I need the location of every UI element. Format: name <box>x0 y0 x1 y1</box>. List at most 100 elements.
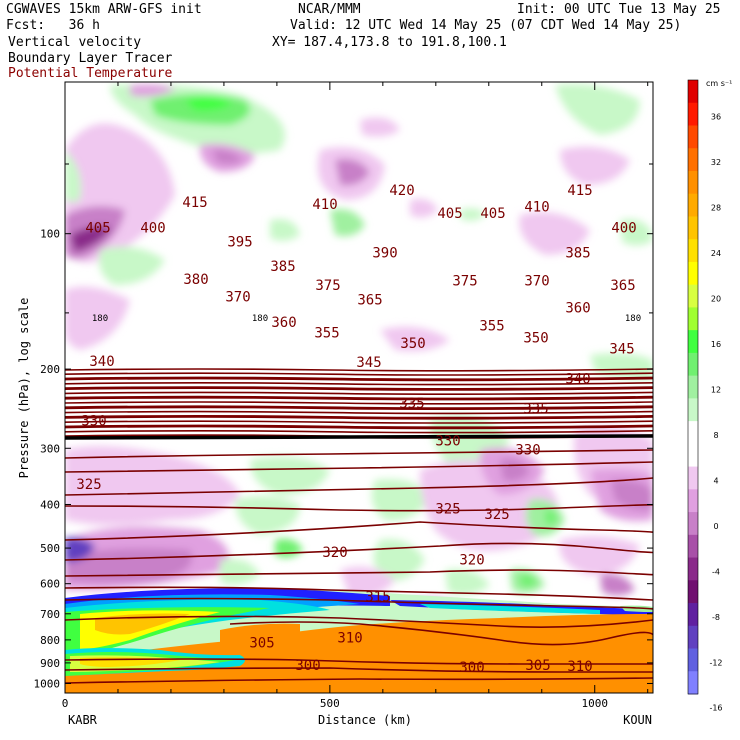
theta-contour <box>65 386 653 390</box>
colorbar-label: -12 <box>709 658 722 667</box>
colorbar-cell <box>688 375 698 399</box>
theta-label: 325 <box>435 501 460 517</box>
colorbar-cell <box>688 671 698 695</box>
theta-contour <box>65 410 653 415</box>
forecast-hour: Fcst: 36 h <box>6 18 100 33</box>
potential-temperature-contours <box>65 368 653 684</box>
theta-label: 300 <box>295 658 320 674</box>
model-title: CGWAVES 15km ARW-GFS init <box>6 2 202 17</box>
colorbar-cell <box>688 216 698 240</box>
theta-label: 405 <box>480 206 505 222</box>
field-boundary-layer-tracer: Boundary Layer Tracer <box>8 51 173 66</box>
theta-label: 370 <box>524 273 549 289</box>
x-tick-label: 0 <box>62 697 69 710</box>
y-tick-label: 700 <box>40 608 60 621</box>
theta-label: 305 <box>525 658 550 674</box>
theta-contour <box>65 401 653 405</box>
y-tick-label: 200 <box>40 363 60 376</box>
theta-contour <box>65 391 653 395</box>
colorbar-cell <box>688 261 698 286</box>
theta-label: 420 <box>389 183 414 199</box>
theta-contour <box>65 387 653 391</box>
theta-label: 335 <box>523 402 548 418</box>
theta-contour <box>65 395 653 400</box>
y-tick-label: 300 <box>40 442 60 455</box>
theta-contour <box>229 621 653 646</box>
y-tick-label: 100 <box>40 228 60 241</box>
theta-label: 375 <box>452 273 477 289</box>
theta-contour <box>65 597 653 610</box>
colorbar-cell <box>688 398 698 422</box>
colorbar-unit: cm s⁻¹ <box>706 79 732 88</box>
theta-label: 405 <box>85 221 110 237</box>
theta-label: 355 <box>314 326 339 342</box>
colorbar-label: 20 <box>711 294 721 303</box>
theta-label: 415 <box>182 195 207 211</box>
theta-label: 360 <box>565 301 590 317</box>
theta-label: 320 <box>322 545 347 561</box>
theta-contour <box>65 377 653 382</box>
tracer-contour <box>65 434 653 440</box>
colorbar-cell <box>688 421 698 445</box>
theta-label: 340 <box>89 354 114 370</box>
colorbar-cell <box>688 307 698 331</box>
colorbar-cell <box>688 534 698 559</box>
theta-contour <box>65 449 653 459</box>
end-station-label: KOUN <box>623 713 652 727</box>
x-axis-label: Distance (km) <box>318 713 412 727</box>
theta-contour <box>65 376 653 380</box>
colorbar-cell <box>688 284 698 308</box>
theta-label: 350 <box>400 336 425 352</box>
theta-label: 400 <box>611 221 636 237</box>
theta-contour <box>65 416 653 420</box>
theta-contour <box>65 368 653 372</box>
colorbar-label: -8 <box>712 613 720 622</box>
colorbar-cell <box>688 443 698 468</box>
theta-label: 415 <box>567 183 592 199</box>
theta-label: 305 <box>249 635 274 651</box>
theta-contour <box>65 424 653 428</box>
theta-contour <box>65 415 653 419</box>
theta-contour <box>65 430 653 434</box>
colorbar-cell <box>688 239 698 263</box>
colorbar-cell <box>688 125 698 149</box>
colorbar-label: 0 <box>713 522 718 531</box>
theta-label: 380 <box>183 272 208 288</box>
y-axis-label: Pressure (hPa), log scale <box>17 298 31 479</box>
y-tick-label: 400 <box>40 498 60 511</box>
colorbar-frame <box>687 79 699 695</box>
theta-label: 315 <box>365 589 390 605</box>
theta-contour <box>65 586 653 601</box>
theta-label: 325 <box>76 477 101 493</box>
contour-labels: 415 410 420 415 405 400 395 405 405 410 400 390 385 3… <box>76 183 641 676</box>
cross-section-endpoints: XY= 187.4,173.8 to 191.8,100.1 <box>272 35 507 50</box>
theta-label: 385 <box>270 259 295 275</box>
theta-label: 375 <box>315 278 340 294</box>
tracer-label: 180 <box>252 314 268 324</box>
theta-label: 335 <box>399 396 424 412</box>
theta-contour <box>65 382 653 386</box>
colorbar-cell <box>688 603 698 627</box>
theta-label: 300 <box>459 660 484 676</box>
theta-contour <box>65 397 653 401</box>
colorbar-label: 24 <box>711 249 721 258</box>
theta-contour <box>65 405 653 409</box>
valid-time: Valid: 12 UTC Wed 14 May 25 (07 CDT Wed … <box>290 18 682 33</box>
theta-contour <box>65 677 653 684</box>
start-station-label: KABR <box>68 713 98 727</box>
theta-label: 330 <box>515 443 540 459</box>
colorbar-cell <box>688 352 698 377</box>
theta-label: 310 <box>567 659 592 675</box>
plot-frame <box>64 81 654 694</box>
colorbar-cell <box>688 466 698 490</box>
colorbar-cell <box>688 648 698 672</box>
colorbar-cell <box>688 557 698 581</box>
y-tick-label: 600 <box>40 578 60 591</box>
theta-label: 345 <box>609 342 634 358</box>
theta-label: 340 <box>565 372 590 388</box>
colorbar-label: 32 <box>711 158 721 167</box>
colorbar-label: 36 <box>711 112 721 121</box>
y-tick-label: 800 <box>40 634 60 647</box>
theta-label: 370 <box>225 290 250 306</box>
